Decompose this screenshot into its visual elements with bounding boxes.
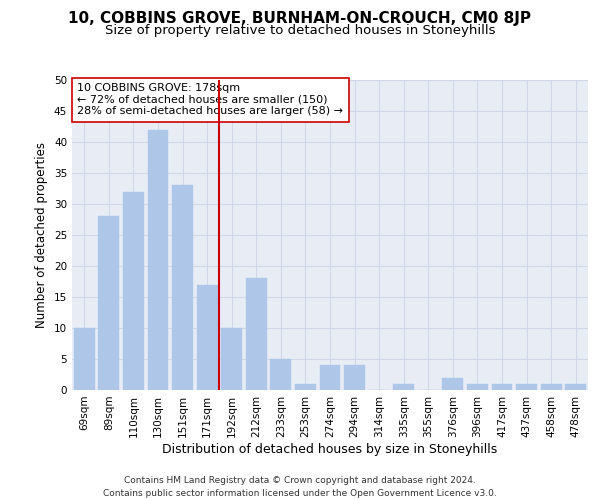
Bar	[516, 384, 537, 390]
Text: 10 COBBINS GROVE: 178sqm
← 72% of detached houses are smaller (150)
28% of semi-: 10 COBBINS GROVE: 178sqm ← 72% of detach…	[77, 83, 343, 116]
X-axis label: Distribution of detached houses by size in Stoneyhills: Distribution of detached houses by size …	[163, 442, 497, 456]
Bar	[246, 278, 267, 390]
Bar	[172, 186, 193, 390]
Bar	[123, 192, 144, 390]
Bar	[541, 384, 562, 390]
Bar	[320, 365, 340, 390]
Bar	[491, 384, 512, 390]
Bar	[197, 284, 218, 390]
Bar	[271, 359, 292, 390]
Y-axis label: Number of detached properties: Number of detached properties	[35, 142, 49, 328]
Bar	[393, 384, 414, 390]
Bar	[98, 216, 119, 390]
Bar	[74, 328, 95, 390]
Bar	[295, 384, 316, 390]
Bar	[344, 365, 365, 390]
Bar	[565, 384, 586, 390]
Bar	[442, 378, 463, 390]
Bar	[221, 328, 242, 390]
Text: Contains HM Land Registry data © Crown copyright and database right 2024.
Contai: Contains HM Land Registry data © Crown c…	[103, 476, 497, 498]
Text: 10, COBBINS GROVE, BURNHAM-ON-CROUCH, CM0 8JP: 10, COBBINS GROVE, BURNHAM-ON-CROUCH, CM…	[68, 11, 532, 26]
Text: Size of property relative to detached houses in Stoneyhills: Size of property relative to detached ho…	[105, 24, 495, 37]
Bar	[148, 130, 169, 390]
Bar	[467, 384, 488, 390]
